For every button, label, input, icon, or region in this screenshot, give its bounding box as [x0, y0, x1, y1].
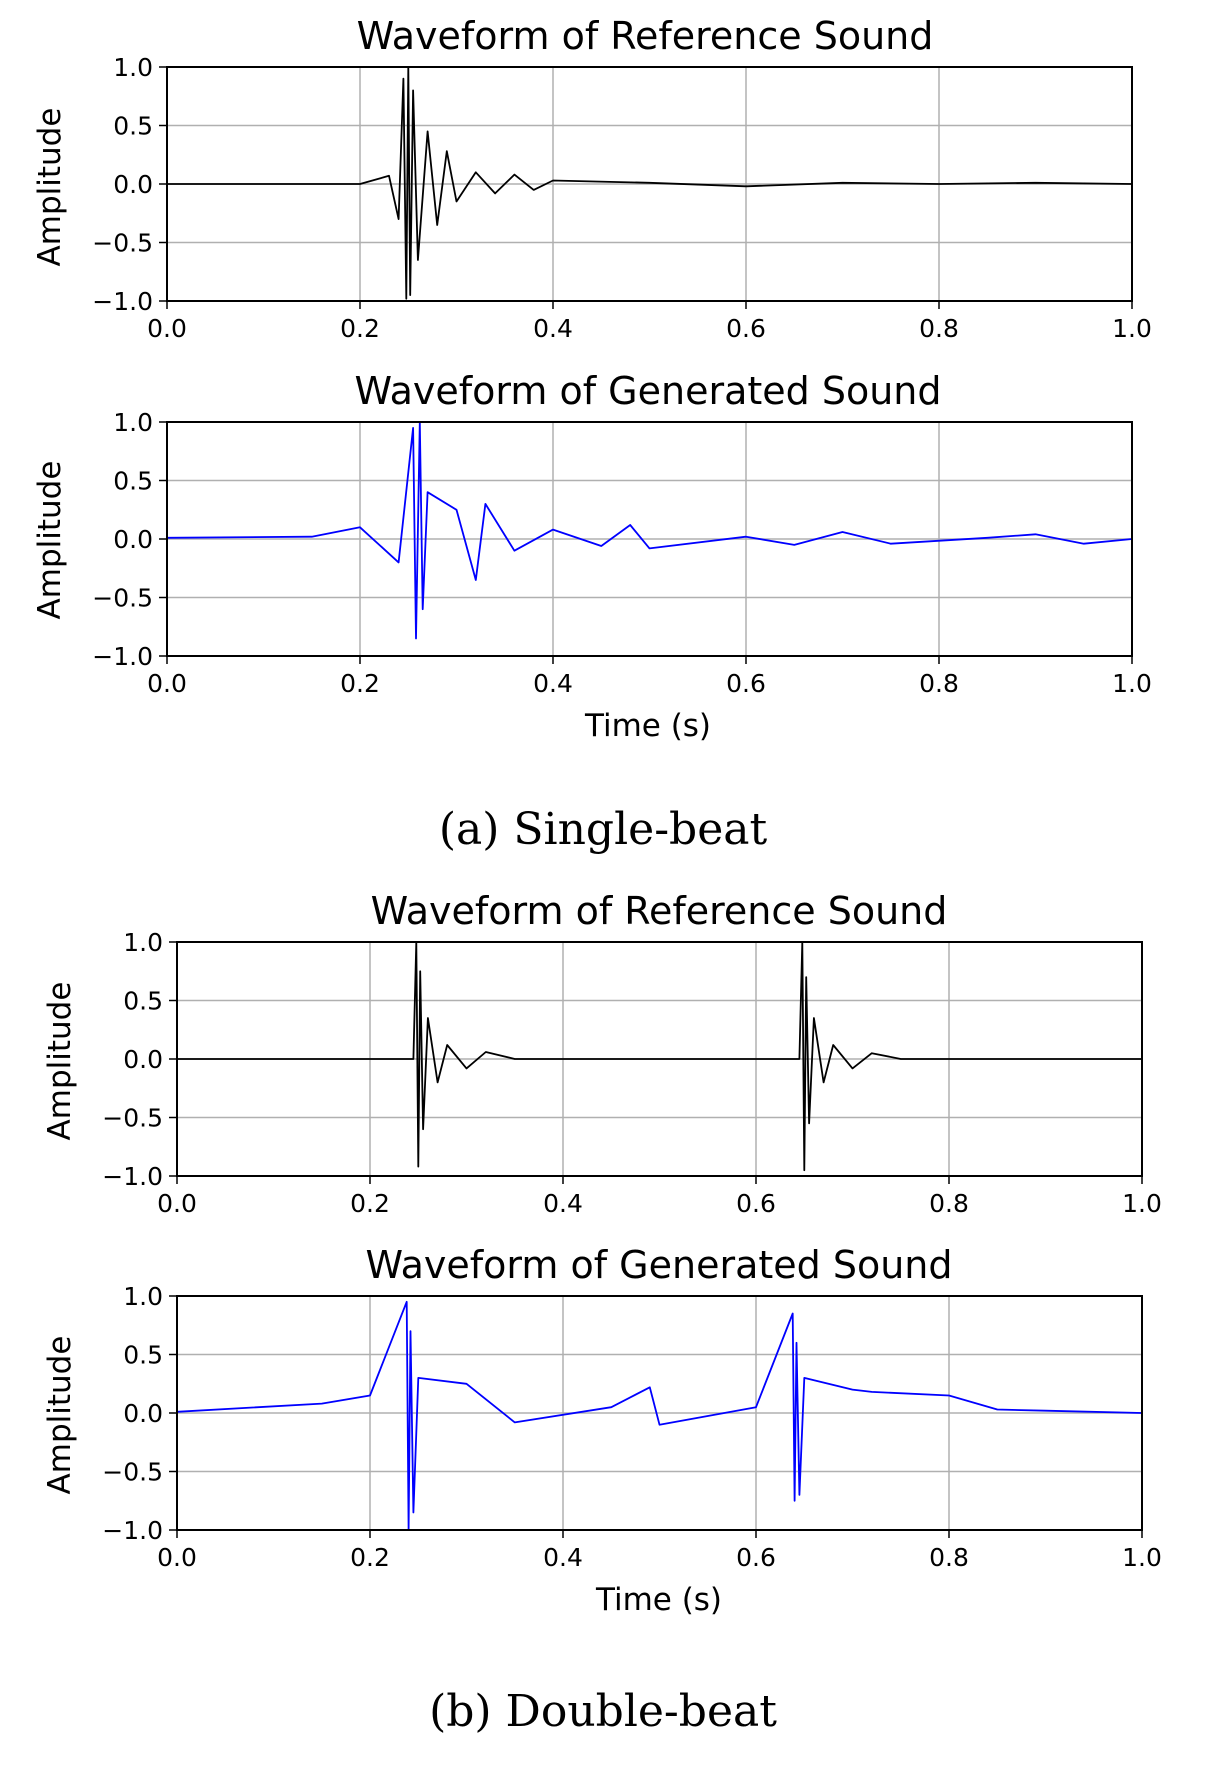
y-tick-label: −1.0 [102, 1516, 163, 1545]
x-tick-label: 0.8 [929, 1189, 969, 1218]
x-tick-label: 0.4 [533, 314, 573, 343]
x-axis-label: Time (s) [584, 708, 711, 744]
y-tick-label: 0.5 [113, 112, 153, 141]
y-tick-label: 0.0 [113, 525, 153, 554]
y-tick-label: 1.0 [113, 408, 153, 437]
x-tick-label: 0.8 [919, 669, 959, 698]
series-group [167, 66, 1133, 300]
waveform-line [176, 1300, 1143, 1531]
x-tick-label: 0.2 [340, 669, 380, 698]
panel-single-beat-generated: Waveform of Generated Sound Amplitude Ti… [32, 369, 1152, 744]
y-tick-label: −0.5 [102, 1104, 163, 1133]
panel-single-beat-reference: Waveform of Reference Sound Amplitude 0.… [32, 14, 1152, 343]
x-tick-label: 0.6 [736, 1189, 776, 1218]
panel-title: Waveform of Generated Sound [354, 369, 941, 413]
x-tick-label: 1.0 [1122, 1189, 1162, 1218]
tick-labels: 0.0 0.2 0.4 0.6 0.8 1.0 1.0 0.5 0.0 −0.5 −1.0 [92, 53, 1152, 343]
grid [166, 421, 1133, 657]
y-tick-label: 0.5 [123, 1341, 163, 1370]
y-tick-label: 0.5 [123, 987, 163, 1016]
plot-frame [166, 66, 1133, 302]
x-tick-label: 0.4 [533, 669, 573, 698]
x-tick-label: 0.0 [147, 314, 187, 343]
x-tick-label: 0.0 [157, 1189, 197, 1218]
waveform-line [177, 941, 1142, 1172]
x-tick-label: 0.0 [157, 1543, 197, 1572]
y-tick-label: −1.0 [92, 642, 153, 671]
y-tick-label: −0.5 [92, 229, 153, 258]
y-tick-label: −0.5 [102, 1458, 163, 1487]
x-tick-label: 0.4 [543, 1189, 583, 1218]
series-group [166, 421, 1133, 640]
plot-frame [176, 941, 1143, 1177]
x-axis-label: Time (s) [595, 1582, 722, 1618]
series-group [177, 941, 1142, 1172]
y-axis-label: Amplitude [42, 982, 78, 1141]
y-tick-label: 0.0 [123, 1399, 163, 1428]
caption-a: (a) Single-beat [438, 804, 768, 855]
y-tick-label: −1.0 [92, 287, 153, 316]
y-tick-label: −1.0 [102, 1162, 163, 1191]
y-tick-label: 0.5 [113, 467, 153, 496]
x-tick-label: 0.8 [919, 314, 959, 343]
x-tick-label: 0.2 [340, 314, 380, 343]
y-tick-label: 0.0 [123, 1045, 163, 1074]
grid [176, 1295, 1143, 1531]
plot-frame [166, 421, 1133, 657]
tick-labels: 0.0 0.2 0.4 0.6 0.8 1.0 1.0 0.5 0.0 −0.5 −1.0 [102, 1282, 1162, 1572]
tick-labels: 0.0 0.2 0.4 0.6 0.8 1.0 1.0 0.5 0.0 −0.5 −1.0 [102, 928, 1162, 1218]
y-tick-label: 0.0 [113, 170, 153, 199]
y-tick-label: 1.0 [123, 1282, 163, 1311]
x-tick-label: 1.0 [1122, 1543, 1162, 1572]
y-axis-label: Amplitude [32, 108, 68, 267]
x-tick-label: 0.6 [726, 314, 766, 343]
y-tick-label: 1.0 [123, 928, 163, 957]
x-tick-label: 0.6 [726, 669, 766, 698]
waveform-line [167, 66, 1133, 300]
tick-labels: 0.0 0.2 0.4 0.6 0.8 1.0 1.0 0.5 0.0 −0.5 −1.0 [92, 408, 1152, 698]
series-group [176, 1300, 1143, 1531]
panel-double-beat-generated: Waveform of Generated Sound Amplitude Ti… [42, 1243, 1162, 1618]
panel-title: Waveform of Generated Sound [365, 1243, 952, 1287]
plot-frame [176, 1295, 1143, 1531]
waveform-line [166, 421, 1133, 640]
y-tick-label: −0.5 [92, 584, 153, 613]
y-tick-label: 1.0 [113, 53, 153, 82]
x-tick-label: 1.0 [1112, 314, 1152, 343]
x-tick-label: 0.2 [350, 1189, 390, 1218]
y-axis-label: Amplitude [32, 461, 68, 620]
x-tick-label: 0.8 [929, 1543, 969, 1572]
panel-title: Waveform of Reference Sound [371, 889, 948, 933]
x-tick-label: 1.0 [1112, 669, 1152, 698]
x-tick-label: 0.4 [543, 1543, 583, 1572]
caption-b: (b) Double-beat [429, 1686, 777, 1737]
x-tick-label: 0.0 [147, 669, 187, 698]
panel-title: Waveform of Reference Sound [357, 14, 934, 58]
x-tick-label: 0.2 [350, 1543, 390, 1572]
panel-double-beat-reference: Waveform of Reference Sound Amplitude 0.… [42, 889, 1162, 1218]
y-axis-label: Amplitude [42, 1336, 78, 1495]
x-tick-label: 0.6 [736, 1543, 776, 1572]
